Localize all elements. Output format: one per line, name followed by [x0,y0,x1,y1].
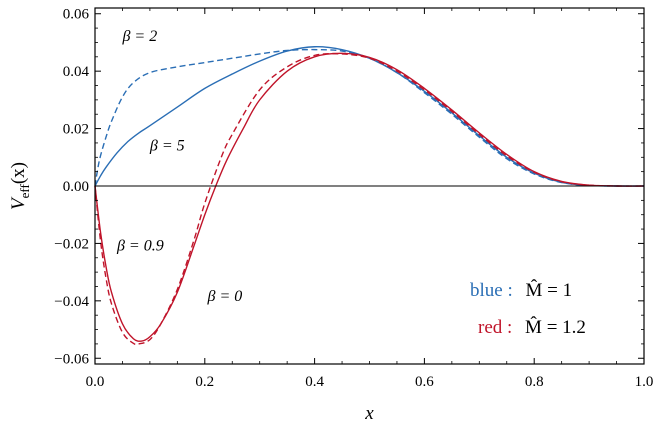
y-tick-label: 0.06 [63,7,90,23]
x-tick-label: 0.0 [86,374,105,390]
tick-labels-group: 0.0 0.2 0.4 0.6 0.8 1.0 −0.06 −0.04 −0.02 0.00 0.0… [54,7,653,390]
series-line-3 [94,52,645,346]
curves-group [94,46,645,346]
y-tick-label: 0.00 [63,179,89,195]
x-tick-label: 0.6 [415,374,434,390]
y-tick-label: 0.04 [63,64,90,80]
annotation-1: β = 2 [121,28,157,45]
annotation-4: β = 0 [207,288,243,305]
y-axis-label-arg: (x) [8,162,29,184]
y-tick-label: −0.04 [54,294,89,310]
ticks-group [94,8,645,364]
legend-entry-blue-label: blue : [470,280,513,301]
series-line-4 [94,52,645,342]
y-axis-label-sub: eff [17,184,32,199]
x-tick-label: 0.4 [305,374,324,390]
legend-entry-blue: blue : M̂ = 1 [470,279,572,301]
annotations-group: β = 2 β = 5 β = 0.9 β = 0 [116,28,242,305]
y-tick-label: 0.02 [63,122,89,138]
legend-entry-red-label: red : [478,317,512,338]
series-line-1 [94,48,645,187]
series-line-2 [94,46,645,187]
legend-entry-blue-value: M̂ = 1 [526,279,573,301]
x-tick-label: 1.0 [635,374,654,390]
x-tick-label: 0.2 [195,374,214,390]
x-axis-label: x [364,403,374,424]
legend-entry-red-value: M̂ = 1.2 [525,316,586,338]
y-axis-label: Veff(x) [8,162,32,210]
annotation-2: β = 5 [149,138,185,155]
y-tick-label: −0.02 [54,236,89,252]
annotation-3: β = 0.9 [116,238,164,255]
y-tick-label: −0.06 [54,351,89,367]
x-tick-label: 0.8 [525,374,544,390]
legend: blue : M̂ = 1 red : M̂ = 1.2 [470,279,586,338]
legend-entry-red: red : M̂ = 1.2 [478,316,586,338]
y-axis-label-main: V [8,196,29,210]
